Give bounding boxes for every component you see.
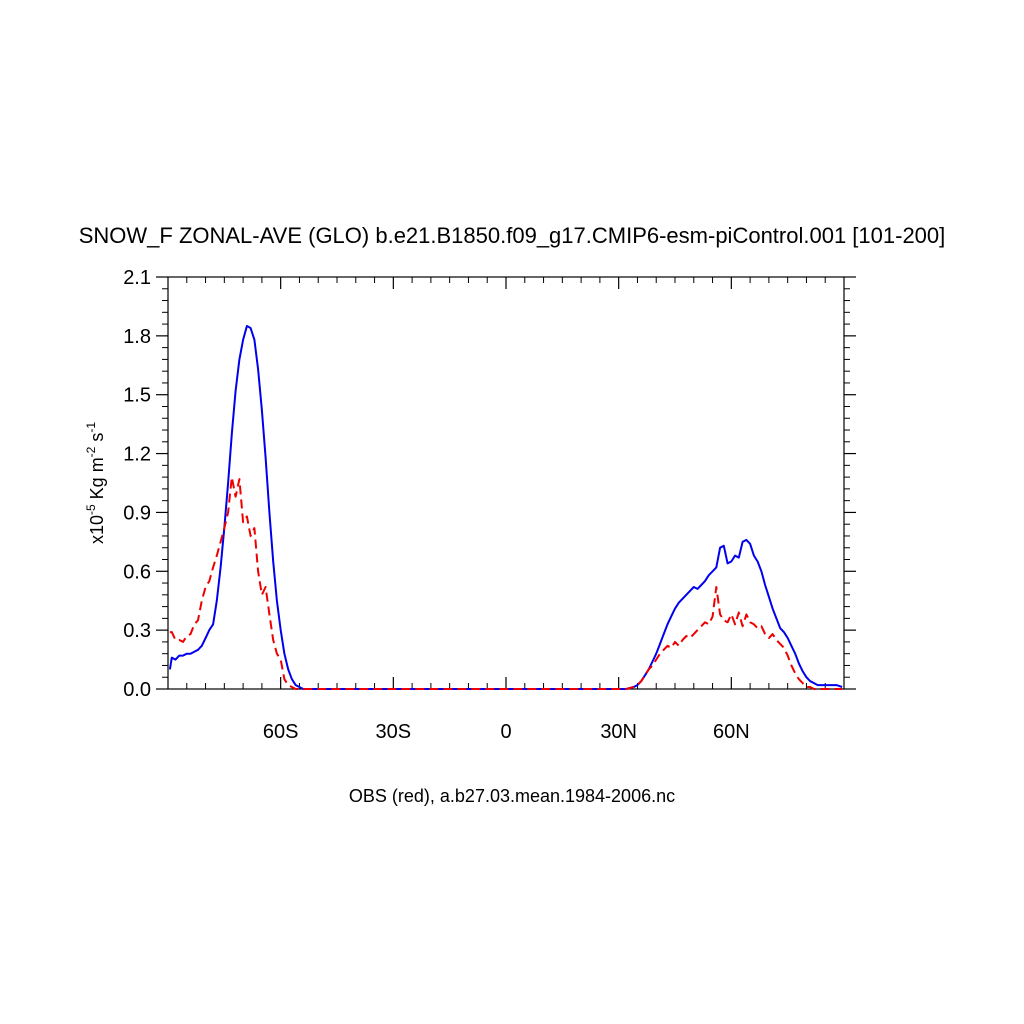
y-axis-label-prefix: x10 [87, 515, 107, 544]
y-tick-label: 0.6 [123, 561, 151, 583]
y-tick-label: 0.3 [123, 620, 151, 642]
x-tick-label: 0 [500, 721, 511, 743]
y-axis-label-units: Kg m [87, 457, 107, 499]
chart-title: SNOW_F ZONAL-AVE (GLO) b.e21.B1850.f09_g… [79, 223, 946, 248]
y-tick-label: 1.8 [123, 326, 151, 348]
y-axis-label: x10-5 Kg m-2 s-1 [84, 422, 107, 544]
y-tick-label: 2.1 [123, 267, 151, 289]
y-tick-label: 1.5 [123, 385, 151, 407]
y-tick-labels: 0.0 0.3 0.6 0.9 1.2 1.5 1.8 2.1 [123, 267, 151, 701]
x-tick-label: 60S [263, 721, 299, 743]
series-lines [168, 325, 843, 690]
y-axis-label-exponent: -5 [84, 504, 98, 515]
y-tick-label: 1.2 [123, 444, 151, 466]
x-tick-labels: 60S 30S 0 30N 60N [263, 721, 750, 743]
x-tick-label: 30N [600, 721, 637, 743]
y-axis-label-units-s: s [87, 433, 107, 442]
x-tick-label: 30S [376, 721, 412, 743]
x-tick-label: 60N [713, 721, 750, 743]
model-series-line [168, 325, 843, 690]
plot-frame [167, 276, 845, 690]
y-axis-label-units-exponent1: -2 [84, 446, 98, 457]
minor-ticks [162, 277, 850, 689]
obs-series-line [169, 476, 843, 690]
y-tick-label: 0.0 [123, 679, 151, 701]
y-tick-label: 0.9 [123, 502, 151, 524]
major-ticks [156, 276, 856, 690]
y-axis-label-units-exponent2: -1 [84, 422, 98, 433]
x-axis-label: OBS (red), a.b27.03.mean.1984-2006.nc [349, 786, 675, 806]
